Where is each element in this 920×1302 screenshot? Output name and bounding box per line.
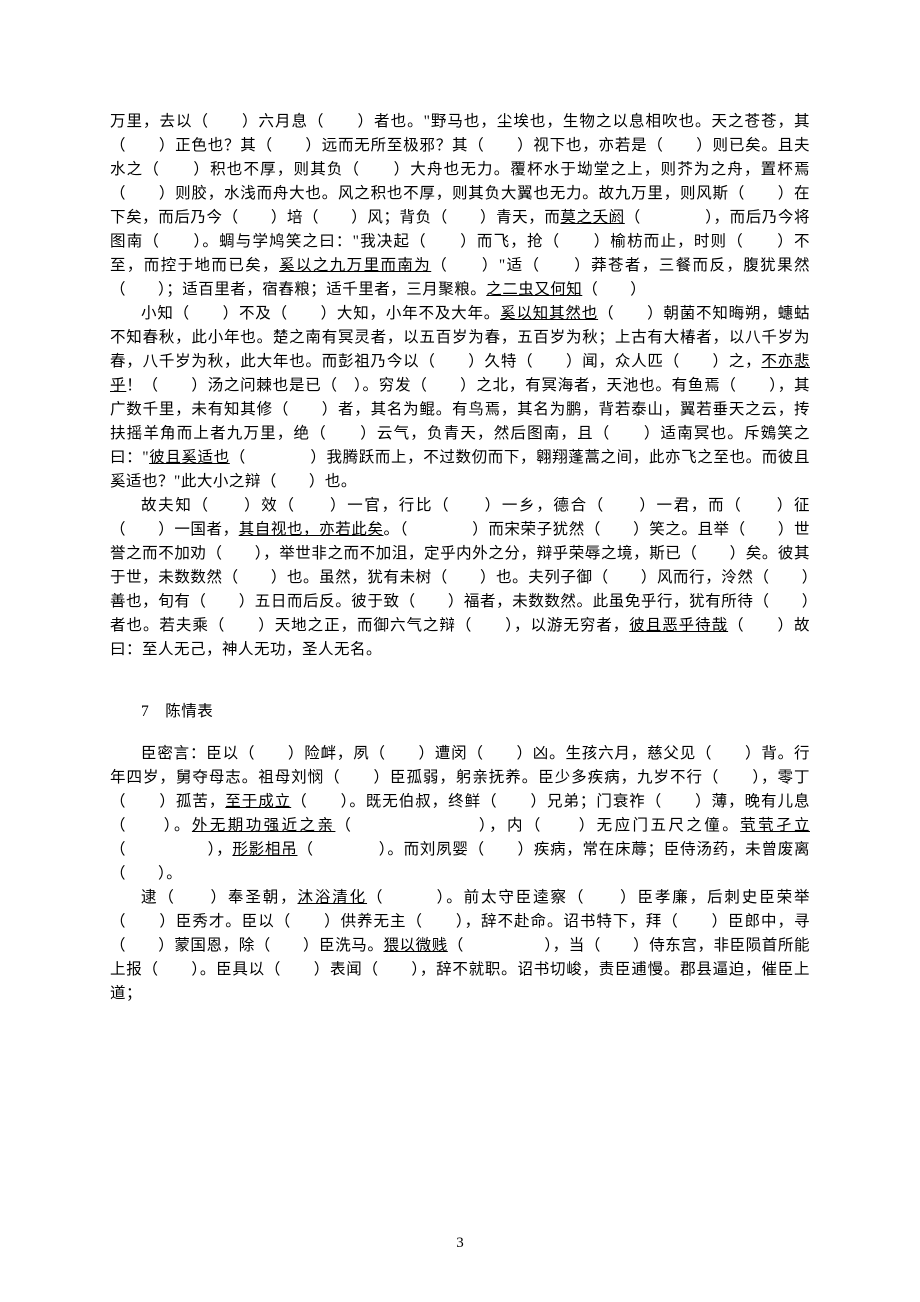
text: （ ），: [110, 841, 232, 858]
underline-text: 猥以微贱: [383, 937, 447, 954]
text: （ ）: [582, 281, 646, 298]
underline-text: 奚以之九万里而南为: [279, 257, 431, 274]
section-number: 7: [141, 703, 149, 720]
paragraph-1: 万里，去以（ ）六月息（ ）者也。"野马也，尘埃也，生物之以息相吹也。天之苍苍，…: [110, 110, 810, 302]
underline-text: 外无期功强近之亲: [192, 817, 335, 834]
underline-text: 之二虫又何知: [486, 281, 582, 298]
paragraph-5: 逮（ ）奉圣朝，沐浴清化（ ）。前太守臣逵察（ ）臣孝廉，后刺史臣荣举（ ）臣秀…: [110, 886, 810, 1006]
underline-text: 至于成立: [225, 793, 291, 810]
page-number: 3: [456, 1235, 464, 1252]
underline-text: 形影相吊: [232, 841, 297, 858]
text: 小知（ ）不及（ ）大知，小年不及大年。: [141, 305, 500, 322]
underline-text: 其自视也，亦若此矣: [239, 521, 384, 538]
section-title: 7 陈情表: [110, 700, 810, 724]
paragraph-3: 故夫知（ ）效（ ）一官，行比（ ）一乡，德合（ ）一君，而（ ）征（ ）一国者…: [110, 494, 810, 662]
underline-text: 奚以知其然也: [500, 305, 598, 322]
underline-text: 彼且恶乎待哉: [629, 617, 728, 634]
document-content: 万里，去以（ ）六月息（ ）者也。"野马也，尘埃也，生物之以息相吹也。天之苍苍，…: [110, 110, 810, 1006]
underline-text: 茕茕孑立: [740, 817, 810, 834]
underline-text: 沐浴清化: [297, 889, 367, 906]
paragraph-4: 臣密言：臣以（ ）险衅，夙（ ）遭闵（ ）凶。生孩六月，慈父见（ ）背。行年四岁…: [110, 742, 810, 886]
section-name: 陈情表: [165, 703, 213, 720]
paragraph-2: 小知（ ）不及（ ）大知，小年不及大年。奚以知其然也（ ）朝菌不知晦朔，蟪蛄不知…: [110, 302, 810, 494]
underline-text: 彼且奚适也: [149, 449, 230, 466]
underline-text: 莫之夭阏: [560, 209, 624, 226]
text: 逮（ ）奉圣朝，: [141, 889, 297, 906]
text: （ ），内（ ）无应门五尺之僮。: [335, 817, 740, 834]
